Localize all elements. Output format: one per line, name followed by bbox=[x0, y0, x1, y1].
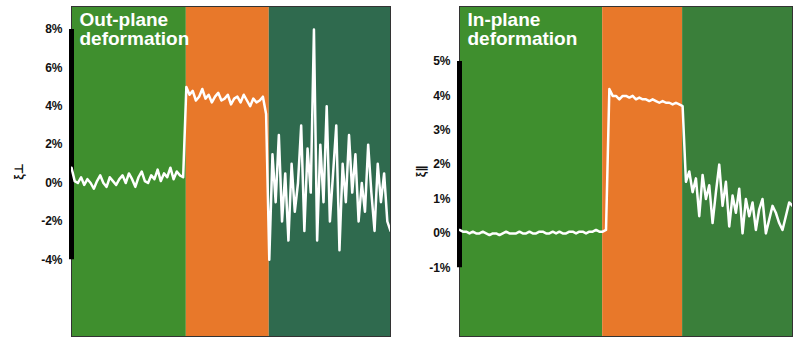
svg-text:1%: 1% bbox=[433, 192, 451, 206]
svg-text:2%: 2% bbox=[433, 157, 451, 171]
svg-text:In-planedeformation: In-planedeformation bbox=[468, 9, 578, 49]
svg-text:ξ⊥: ξ⊥ bbox=[12, 163, 26, 179]
svg-text:-4%: -4% bbox=[41, 253, 63, 267]
svg-text:-2%: -2% bbox=[41, 214, 63, 228]
svg-text:3%: 3% bbox=[433, 123, 451, 137]
svg-text:5%: 5% bbox=[433, 54, 451, 68]
svg-text:-1%: -1% bbox=[429, 261, 451, 275]
svg-text:4%: 4% bbox=[433, 89, 451, 103]
svg-text:6%: 6% bbox=[45, 61, 63, 75]
svg-text:Out-planedeformation: Out-planedeformation bbox=[80, 9, 190, 49]
svg-text:2%: 2% bbox=[45, 137, 63, 151]
svg-text:8%: 8% bbox=[45, 22, 63, 36]
svg-text:4%: 4% bbox=[45, 99, 63, 113]
svg-text:0%: 0% bbox=[45, 176, 63, 190]
svg-text:ξ∥: ξ∥ bbox=[414, 166, 428, 177]
svg-text:0%: 0% bbox=[433, 226, 451, 240]
